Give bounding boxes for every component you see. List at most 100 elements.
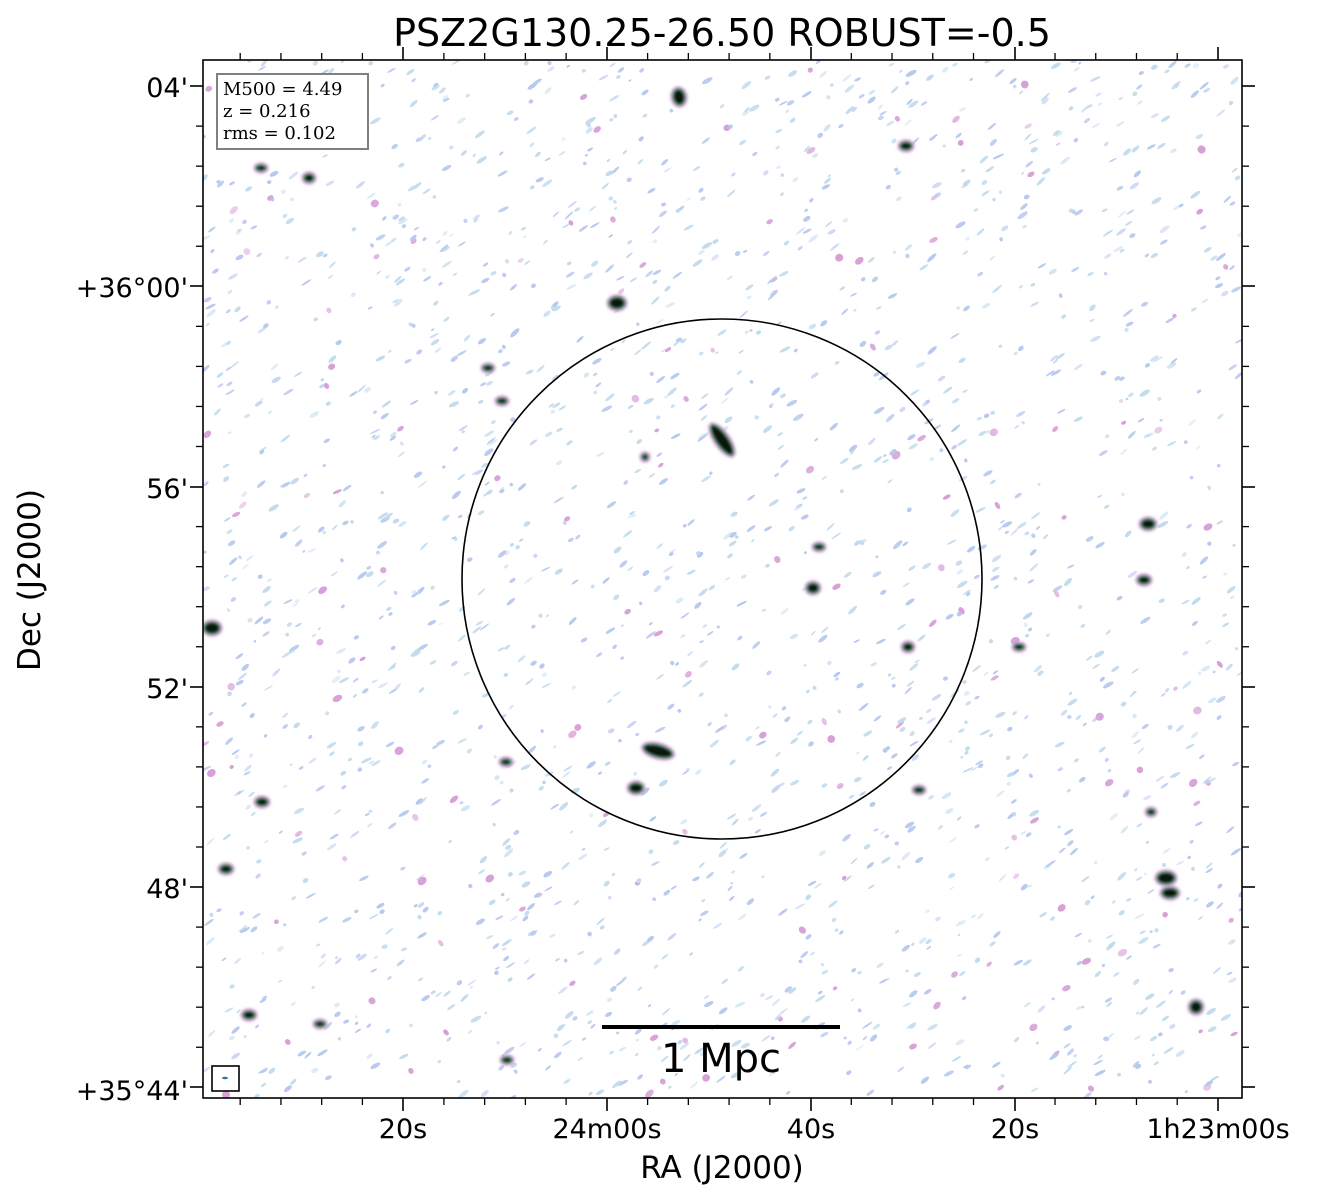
noise-speck: [523, 235, 527, 238]
noise-speck: [964, 690, 970, 696]
noise-speck: [874, 330, 881, 335]
noise-speck: [1080, 1005, 1085, 1009]
noise-speck: [595, 382, 602, 388]
noise-speck: [208, 1029, 216, 1037]
noise-speck: [1068, 87, 1077, 93]
noise-speck: [1022, 612, 1033, 620]
noise-speck: [682, 1037, 688, 1044]
noise-speck: [318, 960, 326, 968]
noise-speck: [823, 124, 831, 132]
noise-speck: [909, 1023, 916, 1030]
noise-speck: [1021, 171, 1025, 175]
noise-speck: [371, 760, 381, 767]
noise-speck: [927, 1042, 937, 1049]
noise-speck: [229, 984, 235, 989]
noise-speck: [1081, 104, 1090, 113]
noise-speck: [295, 539, 303, 547]
noise-speck: [330, 571, 338, 577]
noise-speck: [632, 513, 637, 518]
noise-speck: [496, 1040, 500, 1045]
noise-speck: [216, 721, 224, 727]
noise-speck: [397, 203, 402, 207]
noise-speck: [438, 622, 443, 626]
noise-speck: [257, 480, 266, 488]
noise-speck: [373, 435, 380, 441]
noise-speck: [981, 303, 991, 309]
noise-speck: [1137, 747, 1145, 754]
noise-speck: [942, 144, 946, 148]
noise-speck: [675, 597, 684, 604]
noise-speck: [458, 1089, 469, 1098]
noise-speck: [731, 870, 736, 874]
noise-speck: [228, 431, 232, 434]
noise-speck: [467, 1029, 473, 1034]
noise-speck: [764, 75, 771, 80]
noise-speck: [1205, 639, 1212, 645]
noise-speck: [748, 816, 754, 821]
noise-speck: [288, 171, 299, 180]
noise-speck: [1084, 900, 1091, 906]
noise-speck: [627, 514, 635, 519]
noise-speck: [976, 416, 983, 421]
noise-speck: [932, 182, 942, 189]
noise-speck: [229, 984, 235, 989]
noise-speck: [203, 235, 211, 240]
noise-speck: [1054, 590, 1060, 598]
noise-speck: [1131, 731, 1140, 739]
noise-speck: [243, 771, 251, 776]
noise-speck: [324, 1021, 333, 1030]
noise-speck: [914, 659, 920, 664]
noise-speck: [1208, 697, 1217, 704]
noise-speck: [959, 107, 966, 112]
noise-speck: [682, 828, 688, 835]
noise-speck: [994, 69, 1005, 78]
noise-speck: [957, 954, 962, 957]
noise-speck: [497, 647, 505, 652]
noise-speck: [1228, 364, 1238, 371]
noise-speck: [1052, 130, 1060, 136]
noise-speck: [709, 739, 719, 748]
noise-speck: [1229, 595, 1235, 600]
noise-speck: [608, 196, 614, 201]
noise-speck: [562, 771, 571, 779]
noise-speck: [1176, 724, 1184, 732]
noise-speck: [469, 985, 474, 989]
noise-speck: [1026, 884, 1032, 888]
noise-speck: [226, 381, 233, 387]
noise-speck: [862, 1036, 867, 1041]
noise-speck: [1193, 800, 1201, 806]
noise-speck: [888, 62, 895, 67]
noise-speck: [526, 126, 537, 135]
noise-speck: [368, 760, 375, 765]
noise-speck: [973, 208, 979, 212]
noise-speck: [680, 819, 688, 825]
noise-speck: [1138, 937, 1149, 944]
noise-speck: [942, 66, 949, 73]
noise-speck: [498, 206, 509, 213]
noise-speck: [1127, 430, 1136, 439]
noise-speck: [929, 456, 935, 462]
noise-speck: [996, 790, 1005, 797]
noise-speck: [380, 491, 384, 495]
noise-speck: [574, 207, 581, 212]
noise-speck: [826, 95, 831, 100]
noise-speck: [716, 1075, 726, 1083]
noise-speck: [493, 755, 497, 759]
noise-speck: [1162, 847, 1171, 854]
noise-speck: [325, 180, 335, 187]
noise-speck: [915, 361, 926, 368]
noise-speck: [1133, 978, 1140, 985]
noise-speck: [1160, 239, 1168, 245]
noise-speck: [785, 109, 790, 113]
noise-speck: [1021, 421, 1025, 425]
noise-speck: [595, 382, 602, 388]
noise-speck: [1097, 1054, 1103, 1060]
noise-speck: [1056, 408, 1066, 414]
noise-speck: [1037, 1005, 1046, 1013]
noise-speck: [1116, 121, 1125, 127]
noise-speck: [1186, 566, 1190, 570]
noise-speck: [517, 257, 524, 263]
noise-speck: [241, 491, 248, 497]
noise-speck: [1210, 255, 1218, 261]
noise-speck: [1230, 76, 1239, 85]
